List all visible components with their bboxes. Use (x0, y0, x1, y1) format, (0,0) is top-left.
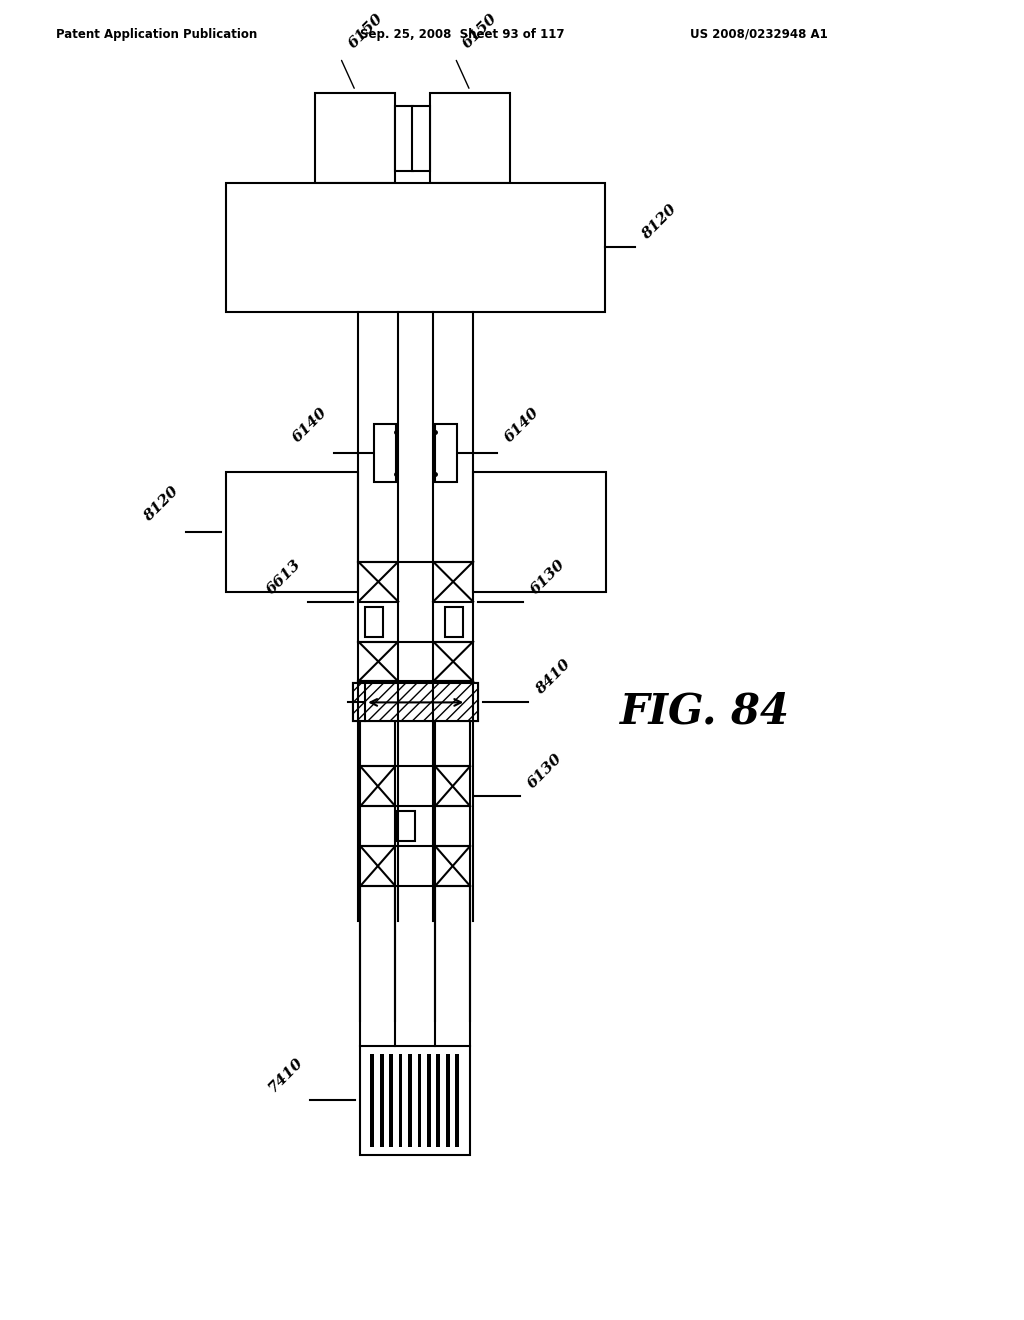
Bar (389, 1053, 393, 1147)
Text: Sep. 25, 2008  Sheet 93 of 117: Sep. 25, 2008 Sheet 93 of 117 (360, 28, 565, 41)
Text: 6150: 6150 (345, 11, 385, 51)
Bar (398, 1053, 402, 1147)
Bar (430, 92, 510, 182)
Bar (225, 182, 605, 313)
Bar (395, 106, 414, 170)
Text: Patent Application Publication: Patent Application Publication (56, 28, 257, 41)
Bar (445, 607, 463, 636)
Bar (435, 424, 457, 482)
Text: 8410: 8410 (532, 657, 572, 697)
Bar (375, 424, 396, 482)
Text: 6140: 6140 (502, 405, 542, 445)
Text: 6130: 6130 (528, 557, 568, 597)
Text: 6150: 6150 (460, 11, 500, 51)
Bar (473, 473, 606, 591)
Bar (225, 473, 358, 591)
Text: FIG. 84: FIG. 84 (620, 690, 790, 733)
Bar (371, 1053, 374, 1147)
Bar (418, 1053, 421, 1147)
Bar (353, 684, 478, 721)
Text: 6140: 6140 (290, 405, 330, 445)
Bar (366, 607, 383, 636)
Bar (413, 106, 430, 170)
Bar (456, 1053, 459, 1147)
Text: 8120: 8120 (141, 484, 181, 524)
Text: 7410: 7410 (265, 1056, 305, 1096)
Bar (397, 812, 415, 841)
Bar (436, 1053, 440, 1147)
Bar (380, 1053, 384, 1147)
Text: 6613: 6613 (263, 557, 303, 597)
Bar (353, 684, 478, 721)
Bar (445, 1053, 450, 1147)
Bar (315, 92, 395, 182)
Text: US 2008/0232948 A1: US 2008/0232948 A1 (689, 28, 827, 41)
Bar (427, 1053, 431, 1147)
Text: 6130: 6130 (525, 751, 565, 791)
Bar (409, 1053, 412, 1147)
Bar (360, 1045, 470, 1155)
Text: 8120: 8120 (640, 202, 680, 243)
